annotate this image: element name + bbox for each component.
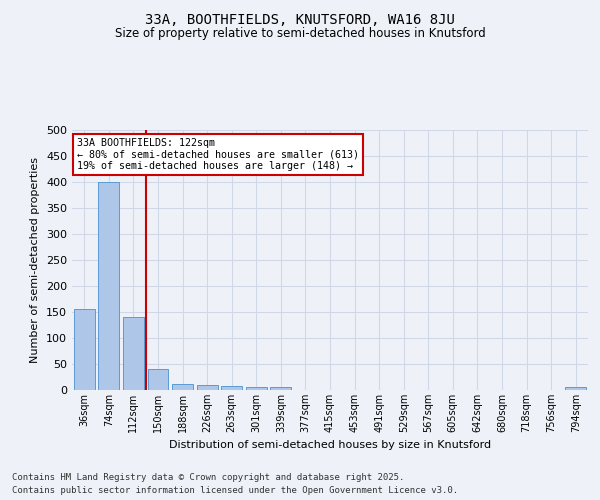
Y-axis label: Number of semi-detached properties: Number of semi-detached properties (31, 157, 40, 363)
Text: Contains HM Land Registry data © Crown copyright and database right 2025.: Contains HM Land Registry data © Crown c… (12, 474, 404, 482)
Bar (197, 386, 218, 390)
Bar (148, 369, 169, 390)
Bar (123, 317, 144, 390)
Bar (565, 388, 586, 390)
Bar (221, 386, 242, 390)
Bar (172, 384, 193, 390)
Bar (246, 388, 267, 390)
Bar (98, 182, 119, 390)
Bar (271, 387, 292, 390)
Text: 33A, BOOTHFIELDS, KNUTSFORD, WA16 8JU: 33A, BOOTHFIELDS, KNUTSFORD, WA16 8JU (145, 12, 455, 26)
Text: Size of property relative to semi-detached houses in Knutsford: Size of property relative to semi-detach… (115, 28, 485, 40)
X-axis label: Distribution of semi-detached houses by size in Knutsford: Distribution of semi-detached houses by … (169, 440, 491, 450)
Bar (74, 310, 95, 390)
Text: Contains public sector information licensed under the Open Government Licence v3: Contains public sector information licen… (12, 486, 458, 495)
Text: 33A BOOTHFIELDS: 122sqm
← 80% of semi-detached houses are smaller (613)
19% of s: 33A BOOTHFIELDS: 122sqm ← 80% of semi-de… (77, 138, 359, 171)
